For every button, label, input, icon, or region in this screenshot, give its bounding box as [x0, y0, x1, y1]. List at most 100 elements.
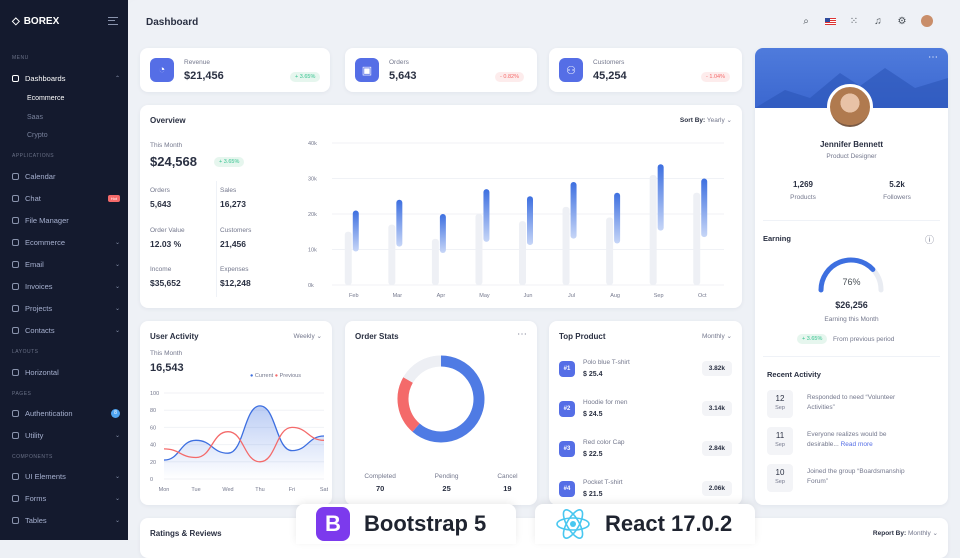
sidebar-item-horizontal[interactable]: Horizontal — [12, 365, 120, 379]
card-title: Order Stats — [355, 332, 399, 341]
activity-item: 12 Sep Responded to need “Volunteer Activ… — [755, 390, 948, 420]
chevron-down-icon: ⌄ — [114, 261, 120, 268]
x-tick-label: Mon — [159, 487, 170, 493]
product-name: Red color Cap — [583, 439, 625, 446]
sidebar-subitem-ecommerce[interactable]: Ecommerce — [27, 95, 65, 102]
overview-metric: Customers 21,456 — [220, 227, 252, 249]
product-count: 3.14k — [701, 401, 732, 416]
y-tick-label: 20k — [308, 212, 317, 218]
avatar[interactable] — [921, 15, 933, 27]
more-icon[interactable]: ⋯ — [517, 329, 527, 340]
stat-change: - 1.04% — [701, 72, 730, 82]
read-more-link[interactable]: Read more — [840, 441, 873, 449]
y-tick-label: 30k — [308, 177, 317, 183]
product-price: $ 25.4 — [583, 371, 603, 378]
product-price: $ 22.5 — [583, 451, 603, 458]
table-icon — [12, 516, 19, 524]
cart-icon — [12, 238, 19, 246]
activity-item: 10 Sep Joined the group “Boardsmanship Fo… — [755, 464, 948, 494]
search-icon[interactable]: ⌕ — [803, 15, 809, 27]
sidebar-item-dashboards[interactable]: Dashboards ⌃ — [12, 71, 120, 85]
product-row[interactable]: #2 Hoodie for men $ 24.5 3.14k — [549, 395, 742, 425]
sidebar-item-contacts[interactable]: Contacts ⌄ — [12, 323, 120, 337]
divider — [763, 356, 940, 357]
sidebar-item-forms[interactable]: Forms ⌄ — [12, 491, 120, 505]
bar-primary — [614, 192, 621, 244]
nav-section-components: COMPONENTS — [12, 454, 53, 460]
chevron-down-icon: ⌄ — [114, 305, 120, 312]
settings-icon[interactable]: ⚙ — [897, 15, 907, 27]
period-dropdown[interactable]: Weekly ⌄ — [293, 333, 322, 340]
x-tick-label: Feb — [349, 293, 358, 299]
x-tick-label: Oct — [698, 293, 707, 299]
chat-icon — [12, 194, 19, 202]
earning-subtitle: Earning this Month — [824, 316, 879, 323]
sidebar-item-ecommerce[interactable]: Ecommerce ⌄ — [12, 235, 120, 249]
bar-secondary — [606, 217, 614, 285]
topbar: Dashboard ⌕ ⁙ ♫ ⚙ — [128, 0, 960, 44]
revenue-icon: ◔ — [150, 58, 174, 82]
chevron-down-icon: ⌄ — [114, 239, 120, 246]
sidebar-item-invoices[interactable]: Invoices ⌄ — [12, 279, 120, 293]
user-icon — [12, 409, 19, 417]
rank-badge: #4 — [559, 481, 575, 497]
sidebar-item-file-manager[interactable]: File Manager — [12, 213, 120, 227]
bell-icon[interactable]: ♫ — [874, 15, 882, 27]
email-icon — [12, 260, 19, 268]
bar-secondary — [344, 231, 352, 285]
ui-icon — [12, 472, 19, 480]
sidebar: ◇ BOREX MENU Dashboards ⌃ Ecommerce Saas C… — [0, 0, 128, 540]
flag-icon[interactable] — [824, 15, 836, 27]
earning-value: $26,256 — [835, 300, 868, 310]
sidebar-item-authentication[interactable]: Authentication 8 — [12, 406, 120, 420]
x-tick-label: Jul — [568, 293, 575, 299]
apps-grid-icon[interactable]: ⁙ — [849, 15, 859, 27]
product-name: Polo blue T-shirt — [583, 359, 630, 366]
sidebar-item-email[interactable]: Email ⌄ — [12, 257, 120, 271]
count-badge: 8 — [111, 408, 120, 418]
divider — [763, 220, 940, 221]
profile-role: Product Designer — [826, 153, 877, 160]
x-tick-label: Fri — [289, 487, 295, 493]
brand-logo[interactable]: ◇ BOREX — [12, 16, 60, 27]
stat-change: - 0.82% — [495, 72, 524, 82]
stat-label: Orders — [389, 59, 409, 66]
stat-change: + 3.65% — [290, 72, 321, 82]
period-dropdown[interactable]: Monthly ⌄ — [701, 333, 732, 340]
sidebar-item-ui-elements[interactable]: UI Elements ⌄ — [12, 469, 120, 483]
sidebar-item-calendar[interactable]: Calendar — [12, 169, 120, 183]
this-month-label: This Month — [150, 142, 183, 149]
report-dropdown[interactable]: Report By: Monthly ⌄ — [872, 530, 938, 537]
layout-icon — [12, 368, 19, 376]
sidebar-subitem-crypto[interactable]: Crypto — [27, 132, 48, 139]
sidebar-item-chat[interactable]: Chat Hot — [12, 191, 120, 205]
x-tick-label: Sep — [654, 293, 664, 299]
info-icon[interactable]: ⓘ — [924, 235, 934, 245]
overview-metric: Order Value 12.03 % — [150, 227, 185, 249]
sidebar-subitem-saas[interactable]: Saas — [27, 114, 43, 121]
sidebar-item-tables[interactable]: Tables ⌄ — [12, 513, 120, 527]
product-row[interactable]: #1 Polo blue T-shirt $ 25.4 3.82k — [549, 355, 742, 385]
x-tick-label: Apr — [437, 293, 446, 299]
menu-toggle-icon[interactable] — [108, 17, 118, 25]
card-title: User Activity — [150, 332, 199, 341]
sidebar-item-projects[interactable]: Projects ⌄ — [12, 301, 120, 315]
more-icon[interactable]: ⋯ — [928, 52, 938, 63]
product-row[interactable]: #4 Pocket T-shirt $ 21.5 2.06k — [549, 475, 742, 505]
product-name: Hoodie for men — [583, 399, 628, 406]
nav-section-applications: APPLICATIONS — [12, 153, 55, 159]
activity-text: Joined the group “Boardsmanship Forum” — [807, 468, 905, 486]
customers-icon: ⚇ — [559, 58, 583, 82]
stat-value: 5,643 — [389, 70, 417, 82]
y-tick-label: 40 — [150, 443, 156, 449]
x-tick-label: Tue — [191, 487, 200, 493]
x-tick-label: Thu — [255, 487, 264, 493]
order-stats-legend: Completed 70 Pending 25 Cancel 19 — [364, 473, 518, 493]
sidebar-item-utility[interactable]: Utility ⌄ — [12, 428, 120, 442]
bar-secondary — [649, 174, 657, 285]
product-row[interactable]: #3 Red color Cap $ 22.5 2.84k — [549, 435, 742, 465]
profile-avatar[interactable] — [827, 84, 873, 130]
top-product-card: Top Product Monthly ⌄ #1 Polo blue T-shi… — [549, 321, 742, 505]
sort-dropdown[interactable]: Sort By: Yearly ⌄ — [679, 117, 732, 124]
chevron-up-icon: ⌃ — [114, 75, 120, 82]
